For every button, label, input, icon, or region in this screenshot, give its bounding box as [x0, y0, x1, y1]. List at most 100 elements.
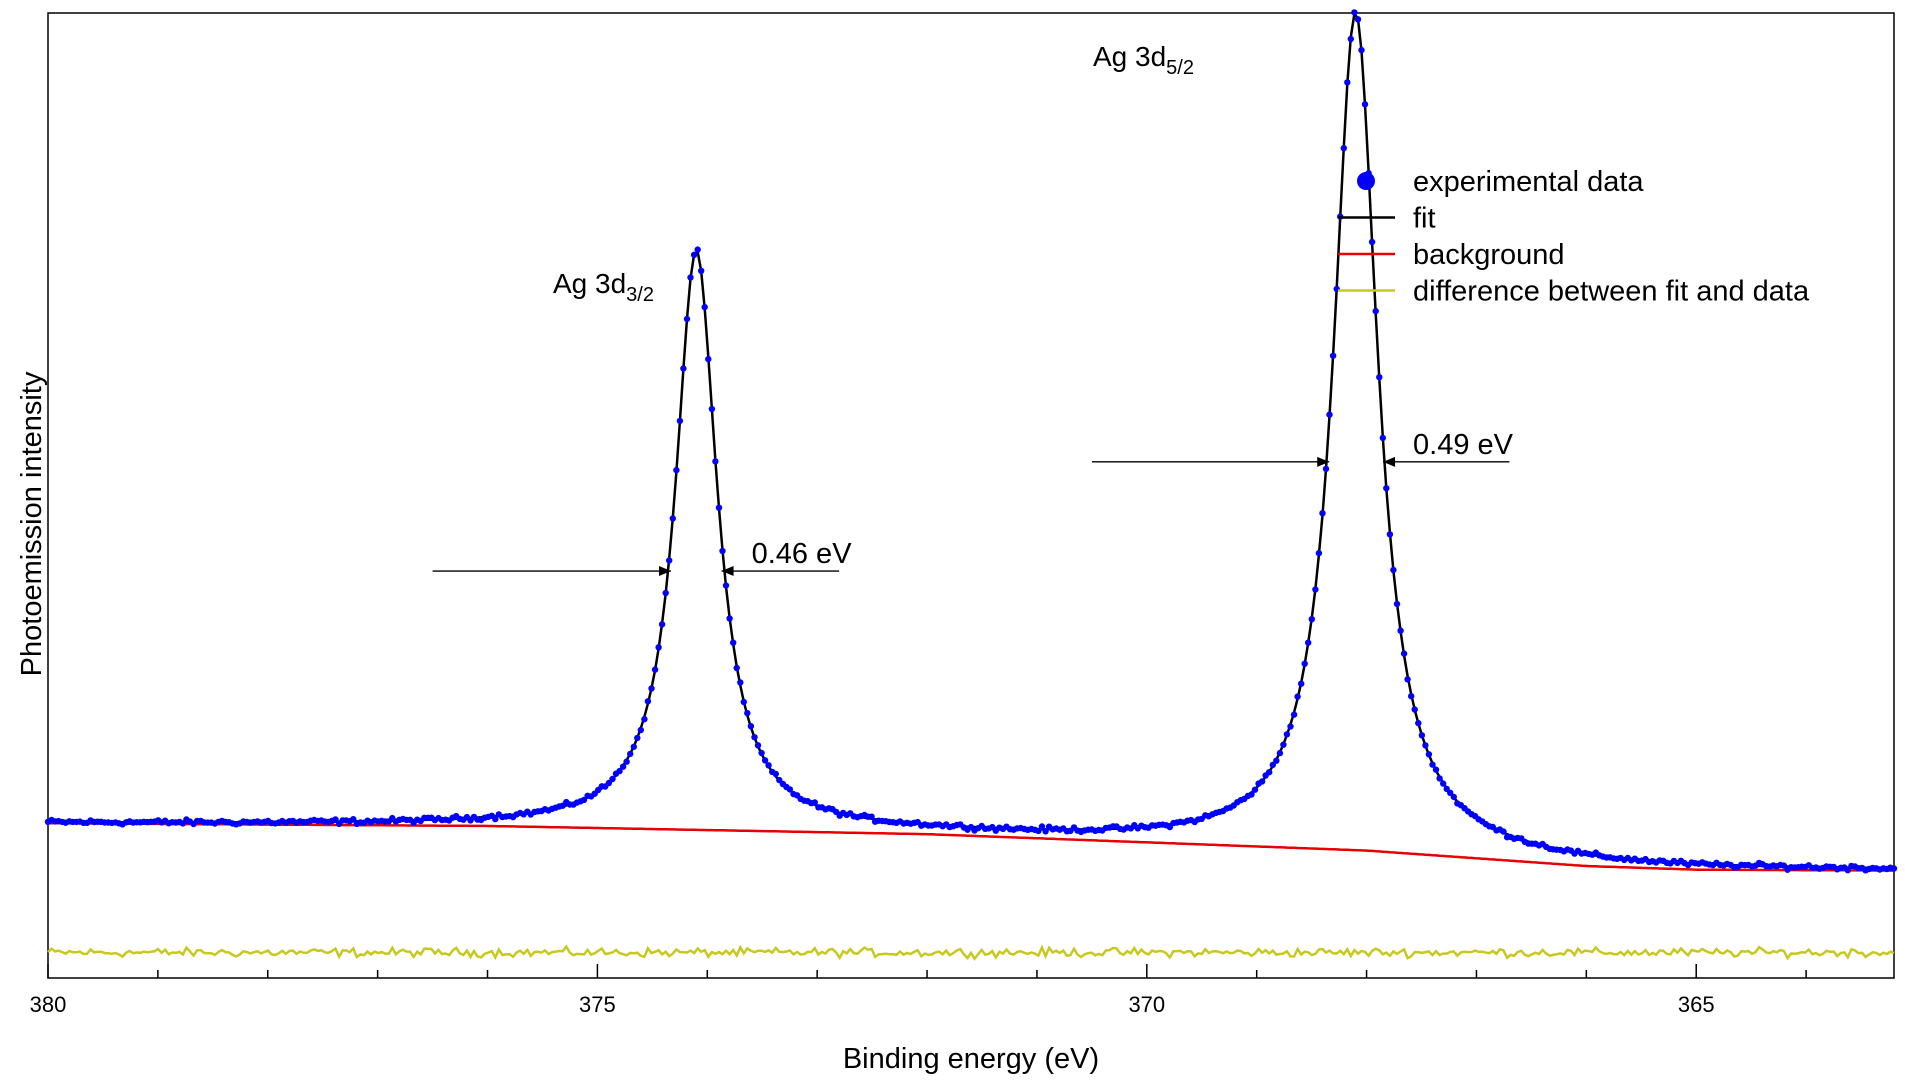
experimental-point — [1780, 862, 1788, 869]
x-tick-label: 375 — [579, 992, 616, 1017]
experimental-point — [1500, 828, 1507, 835]
experimental-point — [658, 621, 666, 628]
experimental-point — [641, 716, 648, 723]
experimental-point — [1298, 680, 1305, 687]
fwhm-label: 0.49 eV — [1413, 429, 1514, 461]
fwhm-arrow-left — [659, 566, 672, 577]
x-axis-ticks: 380 375 370 365 — [30, 964, 1807, 1017]
experimental-point — [1408, 693, 1415, 700]
experimental-point — [698, 267, 705, 274]
experimental-point — [765, 762, 772, 769]
legend-marker-experimental — [1357, 172, 1375, 190]
experimental-point — [1287, 723, 1294, 730]
experimental-point — [669, 515, 676, 522]
experimental-point — [623, 758, 630, 765]
peak-label-3d52: Ag 3d5/2 — [1093, 41, 1194, 79]
experimental-point — [1397, 627, 1404, 634]
experimental-point — [701, 303, 708, 311]
background-line — [47, 821, 1894, 872]
experimental-point — [747, 723, 755, 730]
experimental-point — [687, 274, 694, 281]
experimental-point — [1361, 101, 1369, 108]
x-tick-label: 370 — [1128, 992, 1165, 1017]
fwhm-arrow-right — [1383, 456, 1396, 467]
experimental-point — [616, 767, 623, 775]
experimental-point — [1308, 616, 1316, 623]
experimental-point — [1372, 307, 1379, 315]
peak-label-3d32-sub: 3/2 — [626, 284, 654, 306]
experimental-point — [722, 582, 730, 589]
experimental-point — [1042, 828, 1049, 835]
peak-label-3d32-main: Ag 3d — [553, 268, 626, 299]
difference-line — [47, 944, 1895, 961]
experimental-point — [1432, 766, 1440, 773]
legend-label-experimental: experimental data — [1413, 166, 1644, 198]
experimental-point — [811, 799, 818, 806]
experimental-point — [1276, 749, 1284, 757]
experimental-point — [1436, 775, 1443, 782]
experimental-point — [1368, 238, 1376, 246]
experimental-point — [719, 547, 726, 555]
experimental-point — [705, 355, 712, 363]
experimental-point — [754, 742, 762, 749]
experimental-point — [580, 796, 588, 804]
experimental-point — [1400, 650, 1408, 657]
experimental-point — [1354, 16, 1362, 23]
fit-line — [48, 10, 1894, 870]
experimental-point — [712, 458, 719, 465]
difference-layer — [47, 944, 1895, 961]
experimental-point — [1258, 778, 1266, 785]
experimental-point — [868, 813, 875, 820]
experimental-point — [730, 639, 737, 646]
experimental-point — [786, 786, 794, 793]
experimental-point — [1347, 35, 1355, 43]
experimental-point — [1266, 769, 1273, 776]
experimental-point — [1312, 586, 1319, 593]
experimental-point — [634, 734, 641, 742]
experimental-point — [740, 698, 747, 706]
legend-label-fit: fit — [1413, 203, 1436, 235]
experimental-point — [737, 679, 744, 686]
experimental-point — [1351, 9, 1358, 16]
experimental-point — [1035, 827, 1042, 835]
plot-frame — [47, 12, 1895, 979]
experimental-point — [630, 743, 637, 750]
experimental-point — [772, 770, 779, 778]
experimental-point — [644, 698, 652, 705]
experimental-point — [1283, 731, 1291, 738]
experimental-point — [1326, 411, 1333, 418]
experimental-point — [492, 815, 499, 823]
experimental-data-layer — [44, 9, 1898, 874]
x-tick-label: 365 — [1678, 992, 1715, 1017]
experimental-point — [1404, 676, 1411, 683]
x-axis-label: Binding energy (eV) — [843, 1043, 1099, 1075]
experimental-point — [726, 615, 733, 622]
x-tick-label: 380 — [30, 992, 67, 1017]
experimental-point — [1440, 780, 1447, 787]
experimental-point — [1251, 786, 1259, 793]
experimental-point — [1393, 600, 1401, 608]
peak-label-3d52-main: Ag 3d — [1093, 41, 1166, 72]
experimental-point — [1305, 639, 1312, 646]
experimental-point — [676, 417, 684, 425]
experimental-point — [1429, 761, 1436, 768]
experimental-point — [350, 816, 357, 823]
fwhm-markers: 0.46 eV 0.49 eV — [432, 429, 1514, 577]
experimental-point — [758, 749, 765, 757]
fit-layer — [48, 10, 1894, 870]
experimental-point — [1269, 761, 1277, 769]
experimental-point — [1344, 79, 1351, 86]
experimental-point — [1376, 374, 1383, 381]
experimental-point — [1301, 660, 1308, 667]
experimental-point — [1358, 46, 1365, 54]
experimental-point — [637, 726, 644, 734]
legend: experimental data fit background difference… — [1338, 166, 1810, 308]
experimental-point — [1315, 549, 1323, 557]
experimental-point — [1844, 867, 1852, 874]
experimental-point — [1411, 706, 1418, 713]
experimental-point — [744, 709, 751, 717]
experimental-point — [708, 405, 716, 413]
experimental-point — [662, 589, 669, 597]
experimental-point — [1418, 732, 1426, 739]
experimental-point — [715, 504, 723, 511]
